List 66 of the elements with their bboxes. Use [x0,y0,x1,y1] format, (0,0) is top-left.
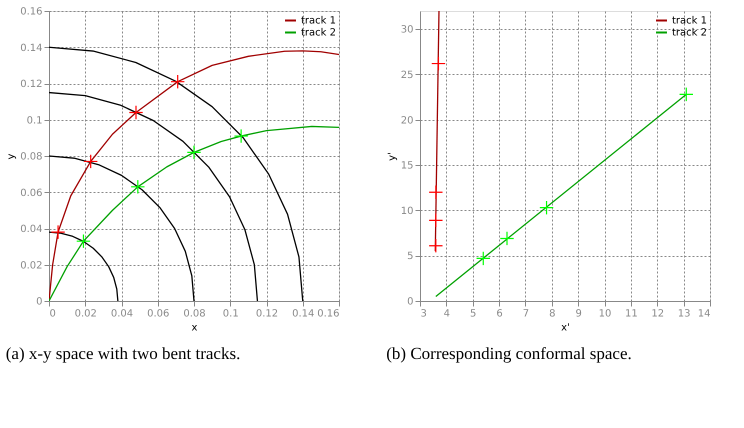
x-tick-label: 0 [50,308,56,320]
x-tick-label: 6 [496,308,503,320]
y-tick-label: 10 [400,206,414,217]
point [678,87,694,102]
x-tick-label: 10 [598,308,612,320]
line-series [49,155,195,301]
y-axis-title: y [6,153,18,160]
y-tick-label: 0 [407,296,414,308]
x-tick-label: 14 [698,308,710,320]
line-series [49,92,258,301]
point [83,154,98,169]
x-tick-label: 0.08 [183,308,206,320]
y-tick-label: 15 [400,160,414,172]
point [170,74,185,89]
point [500,231,514,246]
y-tick-label: 0.14 [20,42,42,54]
y-tick-label: 0.1 [26,115,42,126]
x-tick-label: 0.16 [317,308,340,320]
point [539,200,554,215]
x-tick-label: 4 [444,308,450,320]
x-tick-label: 12 [651,308,664,320]
x-tick-label: 5 [470,308,476,320]
point [431,56,446,71]
text: (a) x-y space with two bent tracks. [6,344,240,363]
y-tick-label: 30 [400,24,414,36]
point [428,184,444,200]
y-tick-label: 0.12 [20,79,42,90]
legend-label: track 2 [301,28,336,38]
legend-label: track 1 [301,16,336,26]
x-tick-label: 8 [549,308,556,320]
y-tick-label: 25 [400,70,414,81]
y-tick-label: 20 [400,115,414,126]
point [428,238,444,254]
x-tick-label: 0.14 [292,308,314,320]
point [128,105,144,120]
legend-label: track 2 [672,28,707,38]
x-tick-label: 3 [420,308,427,320]
y-tick-label: 0.06 [20,188,42,199]
point [476,251,491,266]
x-tick-label: 0.06 [147,308,170,320]
point [234,128,248,144]
point [76,234,91,248]
legend-label: track 1 [672,16,707,26]
y-tick-label: 0.04 [20,224,42,235]
point [186,145,202,160]
x-axis-title: x' [561,322,570,334]
x-tick-label: 0.12 [256,308,278,320]
y-tick-label: 0.08 [20,152,42,162]
x-tick-label: 7 [522,308,530,320]
y-axis-title: y' [386,152,398,161]
x-tick-label: 0.02 [74,308,97,320]
x-tick-label: 0.1 [222,308,239,320]
x-tick-label: 0.04 [110,308,134,320]
x-axis-title: x [192,322,198,334]
x-tick-label: 13 [678,308,691,320]
y-tick-label: 0 [36,296,42,308]
line-series [49,231,119,301]
y-tick-label: 0.16 [20,6,42,18]
point [428,213,444,228]
text: (b) Corresponding conformal space. [386,344,632,363]
y-tick-label: 0.02 [20,260,42,272]
y-tick-label: 5 [407,251,414,262]
point [130,180,146,194]
point [50,224,66,240]
x-tick-label: 11 [625,308,638,320]
x-tick-label: 9 [575,308,582,320]
